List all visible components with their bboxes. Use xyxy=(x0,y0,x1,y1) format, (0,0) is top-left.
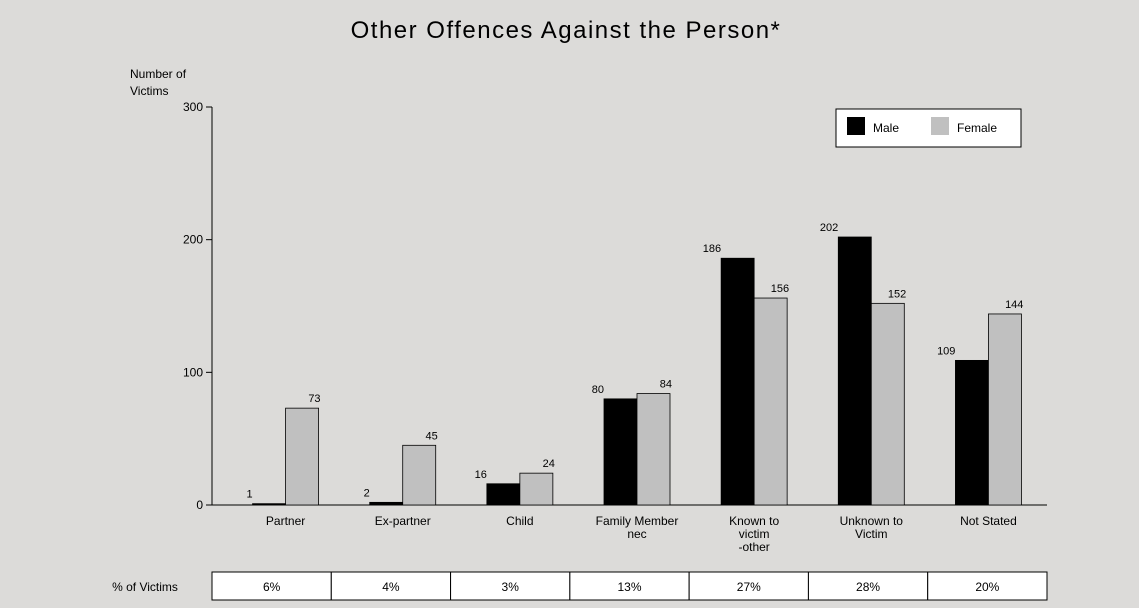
percent-cell xyxy=(688,571,809,601)
percent-value: 4% xyxy=(382,580,400,594)
data-label-female: 84 xyxy=(660,379,672,391)
bar-male xyxy=(252,503,286,506)
x-tick-label: nec xyxy=(627,527,646,541)
data-label-female: 73 xyxy=(308,393,320,405)
data-label-male: 202 xyxy=(820,222,838,234)
legend: Male Female xyxy=(835,108,1022,148)
y-tick-label: 300 xyxy=(183,100,203,114)
percent-value: 3% xyxy=(502,580,520,594)
legend-swatch-female xyxy=(931,117,949,135)
data-label-male: 109 xyxy=(937,345,955,357)
x-tick-label: victim xyxy=(739,527,770,541)
data-label-male: 2 xyxy=(364,487,370,499)
bar-male xyxy=(720,257,755,506)
percent-value: 20% xyxy=(975,580,999,594)
x-tick-label: Family Member xyxy=(596,514,679,528)
chart-title: Other Offences Against the Person* xyxy=(351,17,782,44)
y-tick-label: 100 xyxy=(183,365,203,379)
legend-box xyxy=(835,108,1022,148)
percent-cell xyxy=(569,571,690,601)
bar-male xyxy=(486,483,521,506)
bar-female xyxy=(402,444,437,506)
data-label-male: 1 xyxy=(246,489,252,501)
percent-row-label: % of Victims xyxy=(112,580,178,594)
data-label-female: 45 xyxy=(425,430,437,442)
y-tick-label: 200 xyxy=(183,233,203,247)
percent-value: 27% xyxy=(737,580,761,594)
data-label-female: 156 xyxy=(771,283,789,295)
bar-female xyxy=(519,472,554,506)
bar-female xyxy=(753,297,788,506)
bar-female xyxy=(285,407,319,506)
data-label-female: 24 xyxy=(543,458,555,470)
bar-female xyxy=(870,302,905,506)
percent-value: 28% xyxy=(856,580,880,594)
plot-area: 0 100 200 300 1 73 Partner 2 45 Ex-partner 16 24 Chi… xyxy=(183,100,1047,554)
legend-swatch-male xyxy=(847,117,865,135)
y-tick-label: 0 xyxy=(196,498,203,512)
percent-value: 13% xyxy=(617,580,641,594)
x-tick-label: Known to xyxy=(729,514,779,528)
x-tick-label: Unknown to xyxy=(840,514,904,528)
y-axis-label-line-2: Victims xyxy=(130,84,168,98)
data-label-female: 144 xyxy=(1005,299,1023,311)
data-label-male: 80 xyxy=(592,384,604,396)
bar-female xyxy=(988,313,1022,506)
bar-male xyxy=(837,236,872,506)
data-label-male: 16 xyxy=(475,469,487,481)
x-tick-label: Not Stated xyxy=(960,514,1017,528)
bar-male xyxy=(955,359,989,506)
bar-male xyxy=(603,398,638,506)
legend-label-male: Male xyxy=(873,121,899,135)
data-label-female: 152 xyxy=(888,288,906,300)
x-tick-label: Ex-partner xyxy=(375,514,431,528)
percent-cell xyxy=(927,571,1048,601)
percent-value: 6% xyxy=(263,580,281,594)
bar-female xyxy=(636,393,671,506)
percent-cell xyxy=(450,571,571,601)
data-label-male: 186 xyxy=(703,243,721,255)
legend-label-female: Female xyxy=(957,121,997,135)
x-tick-label: Victim xyxy=(855,527,887,541)
x-tick-label: Child xyxy=(506,514,533,528)
y-axis-label-line-1: Number of xyxy=(130,67,187,81)
x-tick-label: -other xyxy=(738,540,769,554)
percent-table: % of Victims 6% 4% 3% 13% 27% 28% 20% xyxy=(112,571,1048,601)
x-tick-label: Partner xyxy=(266,514,305,528)
bar-male xyxy=(369,501,404,506)
percent-cell xyxy=(807,571,929,601)
